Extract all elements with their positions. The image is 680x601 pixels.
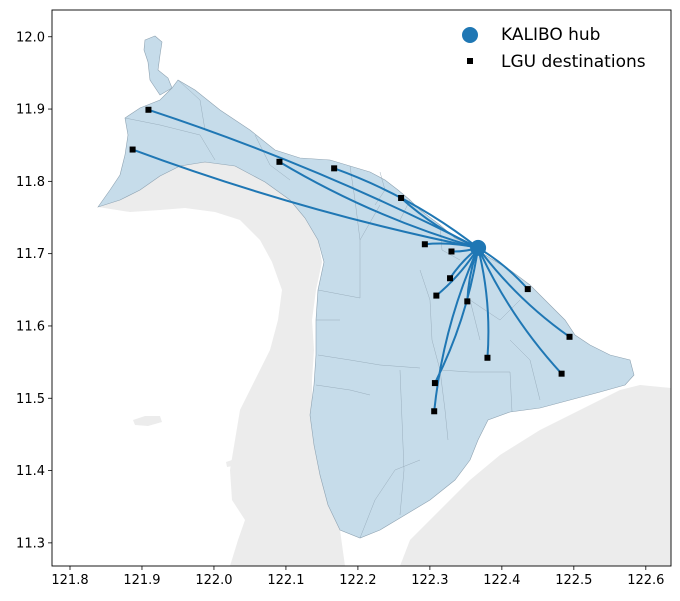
route-line [132,148,479,249]
background-islet [226,460,233,467]
route-line [477,247,571,338]
axes-frame [51,9,672,567]
route-line [333,167,479,249]
route-line [477,247,563,375]
route-line [148,108,479,249]
y-tick-label: 11.4 [16,464,45,479]
y-tick-label: 11.3 [16,536,45,551]
lgu-destination-marker [464,298,471,305]
legend-hub-label: KALIBO hub [501,25,600,45]
y-tick-label: 11.9 [16,103,45,118]
route-line [433,247,480,412]
hub-marker-layer [470,239,487,256]
y-tick-label: 11.7 [16,247,45,262]
lgu-destination-marker [398,194,405,201]
lgu-destination-marker [447,275,454,282]
lgu-destination-marker [448,248,455,255]
legend-destination-marker [467,58,473,64]
x-tick-label: 122.3 [411,573,448,588]
route-line [278,160,479,249]
legend-hub-marker [462,27,478,43]
lgu-destination-marker [276,158,283,165]
x-axis-ticks: 121.8 121.9 122.0 122.1 122.2 122.3 122.4 122.5… [51,566,664,588]
province-peninsula [143,35,173,96]
x-tick-label: 122.2 [339,573,376,588]
lgu-destination-marker [331,165,338,172]
route-line [434,247,480,384]
kalibo-hub-marker [470,239,487,256]
x-tick-label: 122.6 [627,573,664,588]
lgu-destination-marker [566,333,573,340]
background-island [133,416,162,426]
y-tick-label: 11.8 [16,175,45,190]
y-tick-label: 11.5 [16,392,45,407]
y-tick-label: 12.0 [16,30,45,45]
lgu-destination-marker [558,370,565,377]
legend: KALIBO hub LGU destinations [462,25,646,72]
municipal-boundaries [124,79,541,539]
x-tick-label: 121.8 [51,573,88,588]
lgu-destination-marker [524,286,531,293]
province-fill [97,79,635,539]
lgu-destination-marker [129,146,136,153]
lgu-destination-marker [484,354,491,361]
route-line [477,247,490,358]
y-axis-ticks: 11.3 11.4 11.5 11.6 11.7 11.8 11.9 12.0 [16,30,52,551]
x-tick-label: 122.1 [267,573,304,588]
lgu-destination-marker [421,241,428,248]
x-tick-label: 122.5 [555,573,592,588]
lgu-destination-markers [129,106,573,415]
x-tick-label: 122.0 [195,573,232,588]
lgu-destination-marker [433,292,440,299]
background-land-antique [98,162,345,566]
lgu-destination-marker [145,106,152,113]
y-tick-label: 11.6 [16,319,45,334]
x-tick-label: 121.9 [123,573,160,588]
lgu-destination-marker [431,408,438,415]
background-land-capiz [400,385,671,566]
lgu-destination-marker [431,380,438,387]
legend-destination-label: LGU destinations [501,52,646,72]
route-line [400,197,479,249]
x-tick-label: 122.4 [483,573,520,588]
